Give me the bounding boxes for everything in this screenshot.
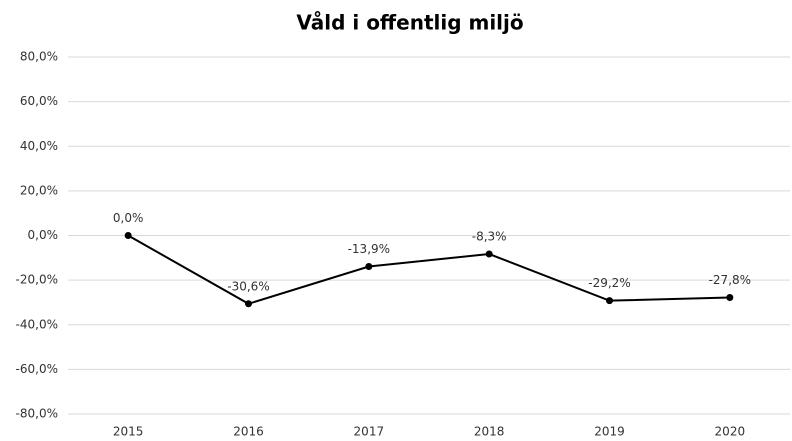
x-tick-label: 2019 (594, 425, 625, 439)
point (245, 300, 252, 308)
y-tick-label: 80,0% (20, 50, 58, 64)
data-label: -27,8% (709, 273, 751, 287)
data-label: -30,6% (227, 279, 269, 293)
x-tick-label: 2018 (474, 425, 505, 439)
y-tick-label: -20,0% (16, 273, 58, 287)
y-tick-label: -80,0% (16, 407, 58, 421)
y-tick-label: 40,0% (20, 139, 58, 153)
y-tick-label: -60,0% (16, 362, 58, 376)
point (726, 294, 734, 302)
x-tick-label: 2017 (354, 425, 385, 439)
y-tick-label: 60,0% (20, 94, 58, 108)
point (124, 232, 132, 239)
data-label: -13,9% (348, 242, 390, 256)
data-label: -29,2% (588, 276, 630, 290)
point (485, 250, 493, 258)
point (365, 263, 373, 271)
data-label: 0,0% (113, 211, 144, 225)
x-tick-label: 2015 (113, 425, 144, 439)
point (606, 297, 613, 305)
x-tick-label: 2016 (233, 425, 264, 439)
data-label: -8,3% (472, 230, 507, 244)
chart-title: Våld i offentlig miljö (296, 11, 523, 35)
y-tick-label: 20,0% (20, 183, 58, 197)
x-tick-label: 2020 (715, 425, 746, 439)
y-tick-label: 0,0% (28, 228, 59, 242)
line-series (127, 234, 730, 305)
y-tick-label: -40,0% (16, 317, 58, 331)
